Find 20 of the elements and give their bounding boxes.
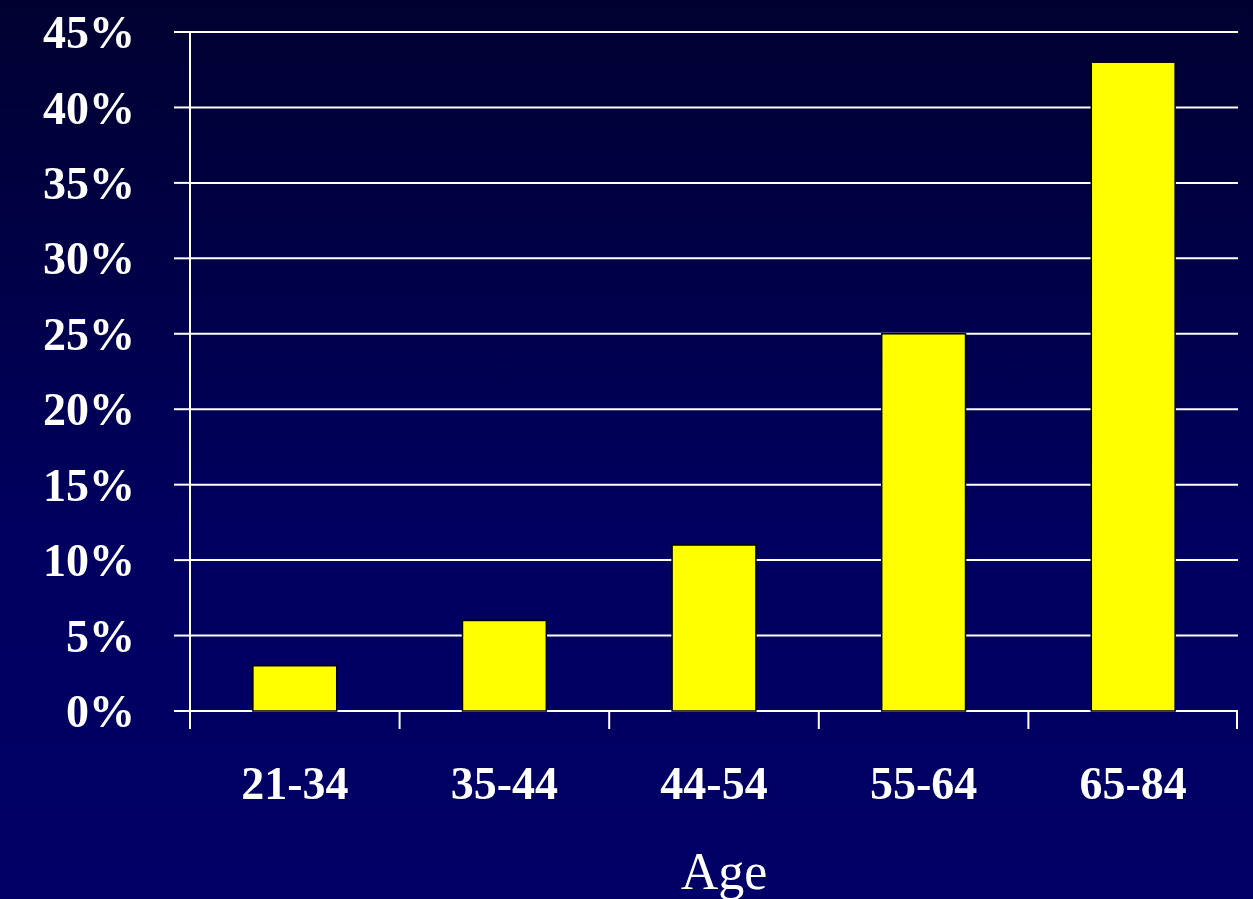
x-tick-label: 35-44 (450, 758, 559, 809)
y-tick-label: 15% (43, 459, 135, 511)
x-tick-label: 65-84 (1079, 758, 1187, 809)
y-tick-label: 10% (43, 535, 135, 587)
bar (880, 333, 967, 712)
x-tick-label: 55-64 (869, 758, 978, 809)
y-tick-label: 45% (43, 7, 135, 59)
bar (1090, 61, 1176, 712)
y-tick-label: 35% (43, 157, 135, 209)
y-tick-label: 20% (43, 384, 135, 436)
y-tick-label: 0% (66, 686, 135, 738)
x-tick-label: 21-34 (241, 758, 349, 809)
bar (671, 544, 757, 712)
bar (461, 619, 548, 712)
y-tick-label: 40% (43, 82, 135, 134)
y-tick-label: 5% (66, 610, 135, 662)
bar (252, 664, 338, 712)
x-tick-label: 44-54 (660, 758, 768, 809)
y-tick-label: 30% (43, 233, 135, 285)
y-tick-label: 25% (43, 308, 135, 360)
